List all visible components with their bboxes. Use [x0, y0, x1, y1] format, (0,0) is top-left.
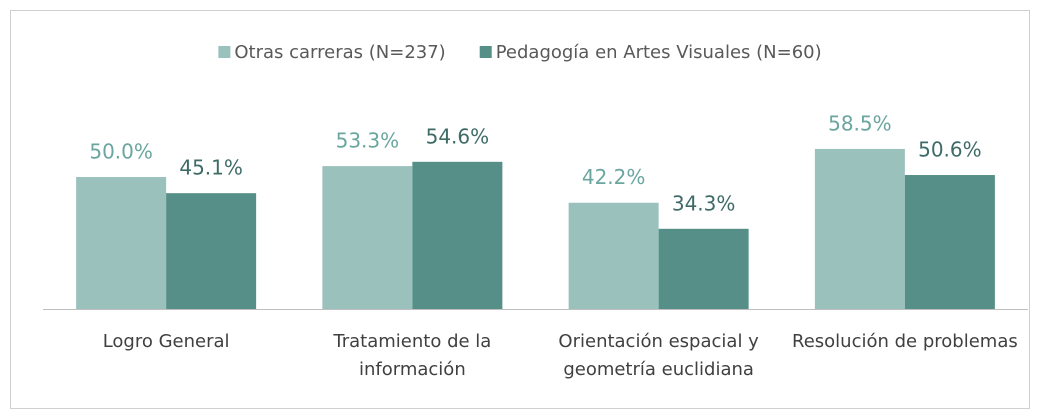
- bar: [568, 202, 659, 309]
- legend-swatch: [479, 46, 492, 58]
- bar: [814, 148, 905, 309]
- value-label: 50.6%: [918, 138, 982, 162]
- value-label: 34.3%: [672, 191, 736, 215]
- value-label: 53.3%: [336, 129, 400, 153]
- value-label: 45.1%: [179, 156, 243, 180]
- bar: [166, 193, 257, 309]
- legend-label: Pedagogía en Artes Visuales (N=60): [496, 42, 822, 63]
- bar: [904, 175, 995, 309]
- legend-swatch: [218, 46, 231, 58]
- value-label: 54.6%: [426, 124, 490, 148]
- x-tick-label: Logro General: [102, 331, 230, 352]
- x-tick-label: Orientación espacial y geometría euclidi…: [558, 331, 759, 380]
- legend-label: Otras carreras (N=237): [234, 42, 445, 63]
- x-tick-label: Resolución de problemas: [792, 331, 1018, 352]
- bar: [412, 161, 503, 309]
- value-label: 58.5%: [828, 111, 892, 135]
- x-tick-label: Tratamiento de la información: [333, 331, 492, 380]
- bar: [658, 228, 749, 309]
- value-label: 50.0%: [89, 140, 153, 164]
- bar: [76, 177, 167, 309]
- bar: [322, 166, 413, 309]
- value-label: 42.2%: [582, 165, 646, 189]
